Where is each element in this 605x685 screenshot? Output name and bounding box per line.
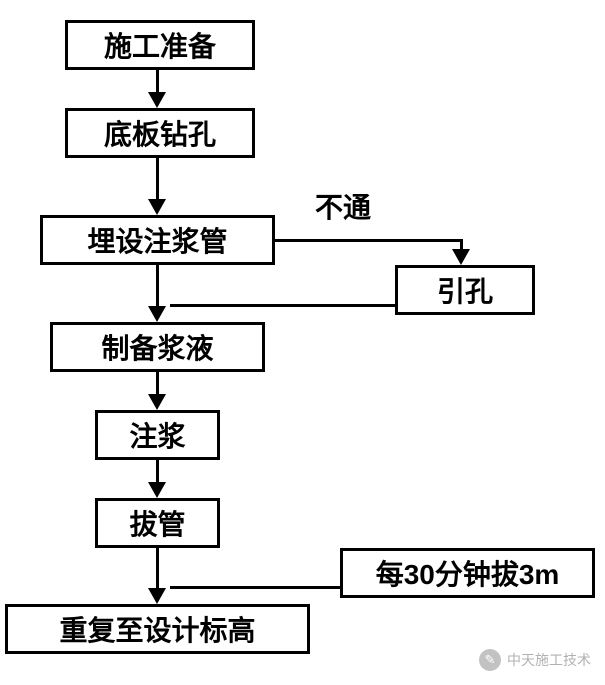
arrow-down-icon [148,306,166,322]
arrow-down-icon [148,199,166,215]
flow-node-pull: 拔管 [95,498,220,548]
edge-label-butong: 不通 [315,186,371,226]
arrow-down-icon [148,92,166,108]
watermark-text: 中天施工技术 [507,650,591,670]
edge-line [156,548,159,590]
edge-line [156,372,159,396]
flow-node-rate: 每30分钟拔3m [340,548,595,598]
watermark-icon: ✎ [479,649,501,671]
arrow-down-icon [148,482,166,498]
edge-line [156,70,159,94]
watermark: ✎ 中天施工技术 [479,649,591,671]
arrow-down-icon [148,394,166,410]
edge-line [275,239,463,242]
flow-node-pipe: 埋设注浆管 [40,215,275,265]
edge-line [156,265,159,308]
arrow-down-icon [452,249,470,265]
flow-node-guide: 引孔 [395,265,535,315]
edge-line [156,158,159,201]
edge-line [156,460,159,484]
flow-node-grout: 注浆 [95,410,220,460]
edge-line [170,304,398,307]
flow-node-prep: 施工准备 [65,20,255,70]
edge-line [170,586,343,589]
arrow-down-icon [148,588,166,604]
flow-node-repeat: 重复至设计标高 [5,604,310,654]
flow-node-drill: 底板钻孔 [65,108,255,158]
flow-node-slurry: 制备浆液 [50,322,265,372]
